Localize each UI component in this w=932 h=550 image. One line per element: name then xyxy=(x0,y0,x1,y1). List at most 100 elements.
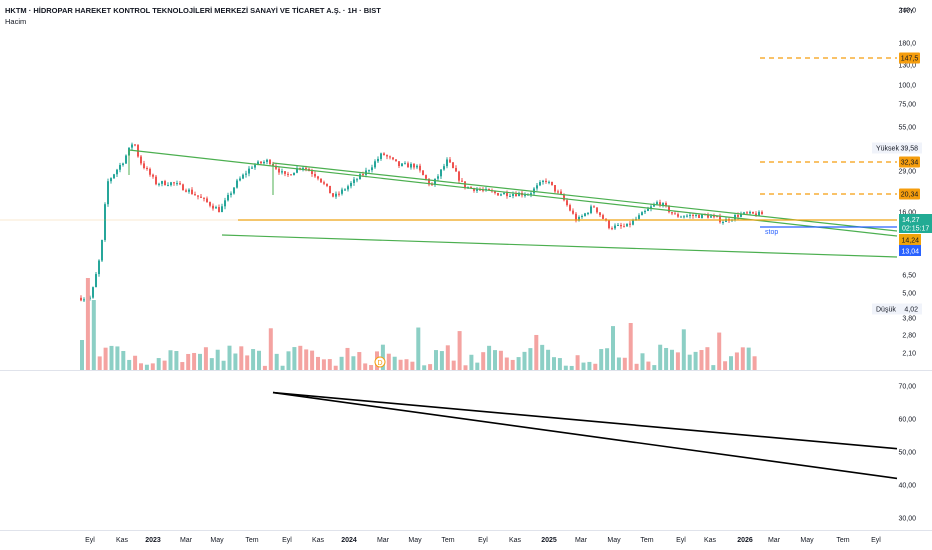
time-tick: Eyl xyxy=(282,537,292,544)
volume-bar xyxy=(245,355,250,370)
candle-body xyxy=(410,163,412,168)
dividend-label: D xyxy=(377,360,382,367)
candle-body xyxy=(104,204,106,240)
volume-bar xyxy=(734,352,739,370)
candle-body xyxy=(80,297,82,301)
candle-body xyxy=(143,163,145,169)
volume-bar xyxy=(593,363,598,370)
candle-body xyxy=(434,178,436,185)
volume-bar xyxy=(144,364,149,370)
volume-bar xyxy=(504,357,509,370)
candle-body xyxy=(554,185,556,192)
candle-body xyxy=(338,193,340,195)
candle-body xyxy=(356,179,358,181)
volume-bar xyxy=(587,361,592,370)
volume-bar xyxy=(369,365,374,370)
candle-body xyxy=(614,225,616,229)
candle-body xyxy=(695,214,697,216)
candle-body xyxy=(230,193,232,195)
volume-bar xyxy=(605,348,610,370)
candle-body xyxy=(584,213,586,216)
candle-body xyxy=(656,202,658,205)
volume-bar xyxy=(451,360,456,370)
volume-bar xyxy=(723,361,728,370)
volume-bar xyxy=(516,357,521,370)
candle-body xyxy=(332,193,334,197)
candle-body xyxy=(92,287,94,298)
low-label: Düşük xyxy=(876,307,896,314)
price-tick: 180,0 xyxy=(898,41,916,48)
candle-body xyxy=(539,182,541,186)
candle-body xyxy=(722,222,724,224)
volume-bar xyxy=(156,358,161,370)
candle-body xyxy=(248,168,250,174)
volume-bar xyxy=(534,334,539,370)
candle-body xyxy=(440,169,442,177)
time-tick: Tem xyxy=(245,537,258,544)
candle-body xyxy=(431,184,433,186)
volume-bar xyxy=(392,356,397,370)
candle-body xyxy=(446,159,448,167)
candle-body xyxy=(578,217,580,221)
candle-body xyxy=(536,185,538,189)
candle-body xyxy=(617,225,619,227)
candle-body xyxy=(131,144,133,148)
candle-body xyxy=(740,213,742,217)
time-tick: Eyl xyxy=(676,537,686,544)
candle-body xyxy=(701,213,703,218)
candle-body xyxy=(668,205,670,213)
candle-body xyxy=(203,197,205,199)
candle-body xyxy=(326,183,328,186)
candle-body xyxy=(437,176,439,179)
candle-body xyxy=(380,153,382,159)
candle-body xyxy=(194,194,196,196)
volume-bar xyxy=(357,352,362,370)
last-price-tag xyxy=(899,214,932,233)
volume-bar xyxy=(286,351,291,370)
candle-body xyxy=(287,173,289,175)
candle-body xyxy=(473,187,475,191)
volume-bar xyxy=(227,345,232,370)
candle-body xyxy=(164,181,166,186)
volume-bar xyxy=(80,340,84,370)
volume-bar xyxy=(611,326,615,370)
time-tick: May xyxy=(408,537,422,544)
volume-bar xyxy=(622,357,627,370)
volume-bar xyxy=(658,344,663,370)
candle-body xyxy=(140,156,142,164)
volume-bar xyxy=(209,358,214,370)
candle-body xyxy=(179,183,181,185)
candle-body xyxy=(575,213,577,221)
volume-bar xyxy=(321,359,326,370)
price-tick: 2,80 xyxy=(902,333,916,340)
candle-body xyxy=(698,214,700,218)
prev-price-tag xyxy=(899,234,921,245)
level-tag xyxy=(899,156,920,168)
candle-body xyxy=(296,168,298,173)
time-tick: May xyxy=(800,537,814,544)
candle-body xyxy=(518,192,520,197)
candle-body xyxy=(374,161,376,168)
candle-body xyxy=(224,200,226,207)
volume-bar xyxy=(91,300,96,370)
candle-body xyxy=(401,163,403,167)
volume-bar xyxy=(740,347,745,370)
candle-body xyxy=(113,174,115,179)
candle-body xyxy=(185,190,187,192)
candle-body xyxy=(683,216,685,218)
oscillator-tick: 30,00 xyxy=(898,516,916,523)
prev-price-value: 14,24 xyxy=(902,238,920,245)
volume-bar xyxy=(575,355,580,370)
volume-bar xyxy=(274,353,279,370)
candle-body xyxy=(743,212,745,214)
volume-bar xyxy=(599,349,604,370)
candle-body xyxy=(347,186,349,190)
volume-bar xyxy=(569,365,574,370)
candle-body xyxy=(110,178,112,182)
volume-bar xyxy=(97,356,102,370)
volume-bar xyxy=(268,328,273,370)
currency-label[interactable]: TRY xyxy=(899,6,914,15)
time-tick: Kas xyxy=(312,537,325,544)
candle-body xyxy=(284,171,286,174)
